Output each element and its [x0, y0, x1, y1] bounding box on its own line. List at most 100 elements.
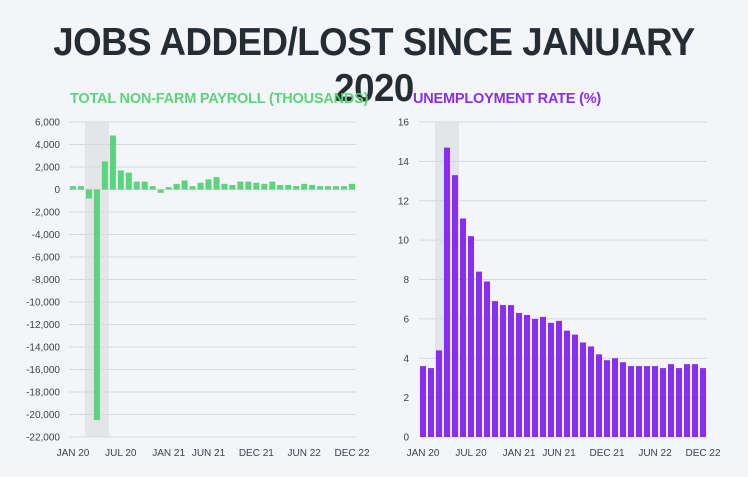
- y-tick-label: 4,000: [35, 140, 60, 151]
- bar: [205, 179, 212, 190]
- y-tick-label: 14: [398, 157, 410, 168]
- bar: [491, 301, 499, 437]
- bar: [459, 218, 467, 437]
- bar: [277, 185, 284, 190]
- y-tick-label: 2,000: [35, 163, 60, 174]
- bar: [125, 172, 132, 190]
- y-tick-label: 4: [403, 354, 409, 365]
- y-tick-label: -12,000: [26, 320, 60, 331]
- bar: [443, 147, 451, 437]
- bar: [85, 189, 92, 199]
- x-tick-label: JAN 21: [503, 448, 536, 459]
- x-tick-label: DEC 22: [685, 448, 720, 459]
- x-tick-label: JUN 22: [638, 448, 672, 459]
- y-tick-label: -4,000: [32, 230, 61, 241]
- bar: [133, 181, 140, 190]
- y-tick-label: 2: [403, 393, 409, 404]
- bar: [539, 316, 547, 437]
- y-tick-label: -14,000: [26, 343, 60, 354]
- bar: [69, 186, 77, 190]
- bar: [667, 364, 675, 437]
- y-tick-label: -16,000: [26, 365, 60, 376]
- bar: [571, 334, 579, 437]
- x-tick-label: JUL 20: [455, 448, 487, 459]
- bar: [285, 185, 292, 190]
- y-tick-label: 10: [398, 236, 410, 247]
- bar: [515, 312, 523, 437]
- y-tick-label: 16: [398, 118, 410, 129]
- bar: [611, 358, 619, 437]
- payroll-chart-title: TOTAL NON-FARM PAYROLL (THOUSANDS): [70, 91, 369, 107]
- y-tick-label: -22,000: [26, 433, 60, 444]
- x-tick-label: JUL 20: [105, 448, 137, 459]
- bar: [309, 185, 316, 190]
- x-tick-label: JUN 21: [192, 448, 226, 459]
- bar: [173, 183, 180, 190]
- bar: [523, 314, 531, 437]
- bar: [467, 236, 475, 437]
- bar: [563, 330, 571, 437]
- bar: [229, 185, 236, 190]
- bar: [507, 305, 515, 437]
- bar: [587, 346, 595, 437]
- bar: [579, 342, 587, 437]
- bar: [245, 181, 252, 190]
- bar: [627, 366, 635, 437]
- y-tick-label: -20,000: [26, 410, 60, 421]
- bar: [419, 366, 427, 437]
- y-tick-label: -2,000: [32, 208, 61, 219]
- bar: [117, 170, 124, 190]
- bar: [253, 182, 260, 190]
- x-tick-label: JUN 22: [288, 448, 322, 459]
- bar: [237, 181, 244, 190]
- bar: [77, 186, 84, 190]
- bar: [483, 281, 491, 437]
- y-tick-label: 8: [403, 275, 409, 286]
- bar: [341, 186, 348, 190]
- x-tick-label: DEC 22: [335, 448, 370, 459]
- y-tick-label: -10,000: [26, 298, 60, 309]
- y-tick-label: -8,000: [32, 275, 61, 286]
- x-tick-label: JUN 21: [542, 448, 576, 459]
- bar: [261, 183, 268, 190]
- bar: [555, 320, 563, 437]
- y-tick-label: 0: [54, 185, 60, 196]
- bar: [221, 183, 228, 190]
- bar: [101, 161, 108, 190]
- y-tick-label: 0: [403, 433, 409, 444]
- bar: [93, 189, 100, 421]
- bar: [635, 366, 643, 437]
- bar: [317, 186, 324, 190]
- y-tick-label: -6,000: [32, 253, 61, 264]
- bar: [499, 305, 507, 437]
- bar: [325, 186, 332, 190]
- bar: [141, 181, 148, 190]
- x-tick-label: JAN 20: [57, 448, 90, 459]
- bar: [547, 322, 555, 437]
- bar: [435, 350, 443, 437]
- bar: [683, 364, 691, 437]
- bar: [595, 354, 603, 437]
- x-tick-label: DEC 21: [589, 448, 624, 459]
- bar: [651, 366, 659, 437]
- bar: [333, 186, 340, 190]
- bar: [157, 189, 164, 193]
- bar: [451, 175, 459, 437]
- bar: [348, 183, 356, 190]
- x-tick-label: JAN 20: [407, 448, 440, 459]
- y-tick-label: 6: [403, 314, 409, 325]
- bar: [181, 180, 188, 190]
- bar: [427, 368, 435, 437]
- x-tick-label: JAN 21: [152, 448, 185, 459]
- bar: [699, 368, 707, 437]
- y-tick-label: -18,000: [26, 388, 60, 399]
- bar: [531, 318, 539, 437]
- bar: [197, 182, 204, 190]
- bar: [691, 364, 699, 437]
- bar: [643, 366, 651, 437]
- y-tick-label: 12: [398, 196, 410, 207]
- bar: [659, 368, 667, 437]
- bar: [165, 187, 172, 190]
